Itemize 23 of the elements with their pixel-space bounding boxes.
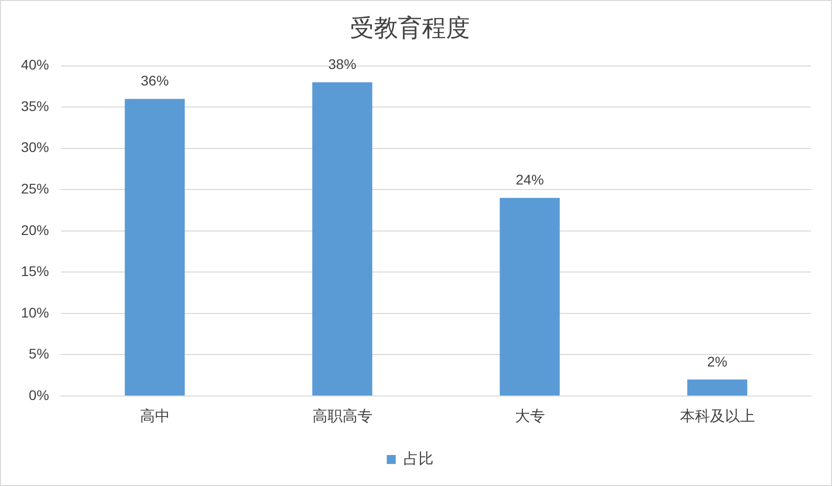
data-label: 24% — [516, 172, 544, 188]
data-label: 2% — [707, 353, 728, 370]
data-label: 36% — [140, 72, 169, 89]
y-tick-label: 10% — [20, 304, 50, 320]
y-tick-label: 20% — [20, 222, 50, 238]
y-tick-label: 5% — [28, 346, 50, 362]
bar — [500, 198, 560, 396]
x-tick-label: 大专 — [514, 408, 545, 426]
y-tick-label: 0% — [28, 386, 50, 403]
legend-label: 占比 — [403, 450, 434, 468]
x-tick-label: 高中 — [140, 408, 170, 426]
y-tick-label: 35% — [20, 98, 50, 114]
bar — [687, 379, 748, 396]
bar — [312, 82, 372, 396]
y-tick-label: 30% — [20, 139, 50, 156]
y-tick-label: 15% — [20, 263, 50, 280]
y-tick-label: 25% — [20, 180, 50, 196]
chart-title: 受教育程度 — [350, 15, 470, 42]
y-tick-label: 40% — [20, 56, 50, 73]
data-label: 38% — [328, 56, 356, 72]
x-tick-label: 高职高专 — [312, 408, 372, 426]
x-tick-label: 本科及以上 — [680, 408, 755, 426]
bar — [124, 98, 185, 396]
